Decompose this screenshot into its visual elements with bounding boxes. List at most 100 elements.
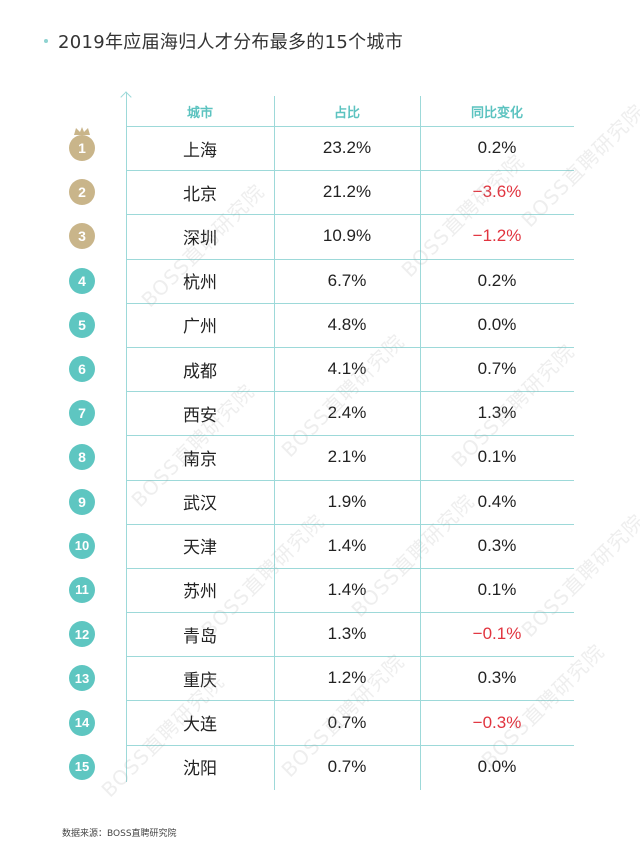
share-value: 2.4% (327, 403, 367, 423)
row-divider (126, 479, 574, 481)
rank-badge: 1 (69, 135, 95, 162)
rank-badge: 8 (69, 444, 95, 471)
table-row: 2 北京 21.2% −3.6% (62, 170, 574, 214)
row-divider (126, 523, 574, 525)
share-value: 6.7% (327, 270, 367, 290)
share-value: 4.8% (327, 314, 367, 334)
row-divider (126, 302, 574, 304)
city-name: 沈阳 (183, 759, 217, 780)
change-value: 0.2% (477, 270, 517, 290)
city-name: 成都 (183, 361, 217, 382)
change-value: 0.0% (477, 314, 517, 334)
share-value: 1.9% (327, 491, 367, 511)
crown-icon (74, 127, 90, 135)
rank-badge: 9 (69, 488, 95, 515)
share-value: 1.2% (327, 668, 367, 688)
column-divider (420, 96, 421, 790)
city-name: 大连 (183, 715, 217, 736)
share-value: 1.3% (327, 624, 367, 644)
city-name: 重庆 (183, 670, 217, 691)
rank-badge: 5 (69, 311, 95, 338)
rank-badge: 14 (69, 709, 95, 736)
table-row: 15 沈阳 0.7% 0.0% (62, 744, 574, 789)
table-row: 10 天津 1.4% 0.3% (62, 523, 574, 568)
change-value: 0.1% (477, 579, 517, 599)
rank-badge: 10 (69, 532, 95, 559)
table-row: 13 重庆 1.2% 0.3% (62, 656, 574, 700)
share-value: 10.9% (322, 226, 372, 246)
share-value: 1.4% (327, 535, 367, 555)
column-divider (274, 96, 275, 790)
city-name: 苏州 (183, 582, 217, 603)
change-value: −0.1% (472, 624, 522, 644)
table-row: 8 南京 2.1% 0.1% (62, 435, 574, 479)
row-divider (126, 567, 574, 569)
data-source: 数据来源：BOSS直聘研究院 (62, 829, 177, 839)
city-name: 西安 (183, 405, 217, 426)
change-value: 0.0% (477, 756, 517, 776)
change-value: 0.3% (477, 535, 517, 555)
table-row: 1 上海 23.2% 0.2% (62, 126, 574, 170)
share-value: 0.7% (327, 712, 367, 732)
row-divider (126, 744, 574, 746)
change-value: −1.2% (472, 226, 522, 246)
row-divider (126, 258, 574, 260)
change-value: −3.6% (472, 182, 522, 202)
city-name: 南京 (183, 449, 217, 470)
page-title: 2019年应届海归人才分布最多的15个城市 (58, 32, 404, 53)
rank-badge: 11 (69, 576, 95, 603)
row-divider (126, 435, 574, 437)
row-divider (126, 656, 574, 658)
row-divider (126, 700, 574, 702)
change-value: 0.4% (477, 491, 517, 511)
table-row: 14 大连 0.7% −0.3% (62, 700, 574, 744)
table-row: 9 武汉 1.9% 0.4% (62, 479, 574, 524)
share-value: 23.2% (322, 138, 372, 158)
share-value: 1.4% (327, 579, 367, 599)
table-row: 11 苏州 1.4% 0.1% (62, 567, 574, 612)
table-body: 1 上海 23.2% 0.2% 2 北京 21.2% −3.6% 3 深圳 10.9% −1.2% 4 杭… (62, 126, 574, 789)
city-name: 天津 (183, 538, 217, 559)
city-name: 杭州 (183, 273, 217, 294)
row-divider (126, 170, 574, 172)
table-header: 城市 占比 同比变化 (126, 96, 574, 126)
change-value: 0.2% (477, 138, 517, 158)
rank-badge: 7 (69, 400, 95, 427)
city-name: 青岛 (183, 626, 217, 647)
row-divider (126, 214, 574, 216)
city-name: 广州 (183, 317, 217, 338)
change-value: 0.3% (477, 668, 517, 688)
table-row: 6 成都 4.1% 0.7% (62, 346, 574, 391)
share-value: 2.1% (327, 447, 367, 467)
table-row: 7 西安 2.4% 1.3% (62, 391, 574, 435)
table-row: 3 深圳 10.9% −1.2% (62, 214, 574, 258)
table-row: 5 广州 4.8% 0.0% (62, 302, 574, 347)
rank-badge: 3 (69, 223, 95, 250)
city-name: 北京 (183, 184, 217, 205)
change-value: 1.3% (477, 403, 517, 423)
header-city: 城市 (186, 105, 213, 121)
city-name: 武汉 (183, 494, 217, 515)
rank-badge: 13 (69, 665, 95, 692)
rank-badge: 12 (69, 621, 95, 648)
city-name: 上海 (183, 140, 217, 161)
rank-badge: 4 (69, 267, 95, 294)
city-name: 深圳 (183, 228, 217, 249)
change-value: 0.1% (477, 447, 517, 467)
title-bullet (44, 39, 48, 43)
change-value: 0.7% (477, 359, 517, 379)
row-divider (126, 346, 574, 348)
share-value: 21.2% (322, 182, 372, 202)
share-value: 4.1% (327, 359, 367, 379)
table-row: 4 杭州 6.7% 0.2% (62, 258, 574, 303)
title-row: 2019年应届海归人才分布最多的15个城市 (44, 28, 403, 54)
row-divider (126, 391, 574, 393)
arrow-up-icon (126, 92, 127, 782)
rank-badge: 15 (69, 753, 95, 780)
row-divider (126, 126, 574, 127)
row-divider (126, 612, 574, 614)
header-change: 同比变化 (470, 105, 523, 121)
rank-badge: 6 (69, 356, 95, 383)
table-row: 12 青岛 1.3% −0.1% (62, 612, 574, 656)
